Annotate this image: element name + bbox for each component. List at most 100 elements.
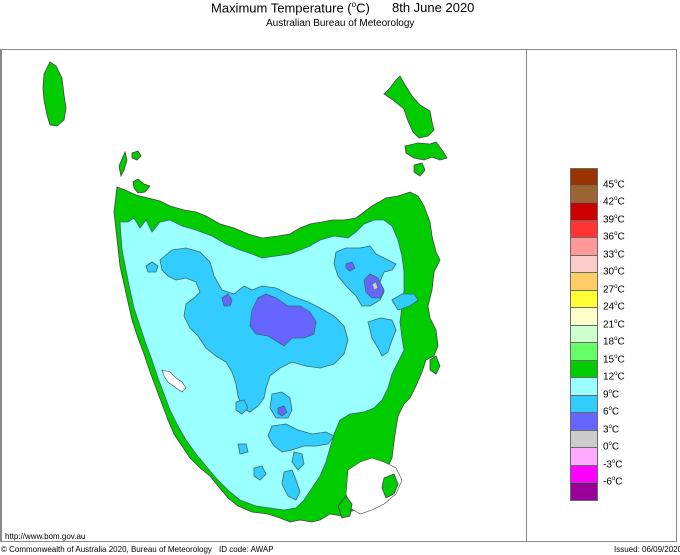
legend-value: 3	[603, 423, 609, 435]
legend-degree: o	[614, 213, 618, 220]
legend-degree: o	[611, 458, 616, 465]
title-main: Maximum Temperature (oC)	[211, 0, 370, 15]
legend-degree: o	[614, 248, 618, 255]
legend-label: 9oC	[603, 389, 619, 400]
legend-unit: C	[617, 371, 625, 383]
band-6-9-small-2	[253, 465, 267, 481]
title-degree: o	[351, 0, 357, 9]
legend-label: 36oC	[603, 231, 625, 242]
legend-swatch	[570, 255, 598, 273]
legend-unit: C	[617, 231, 625, 243]
source-url[interactable]: http://www.bom.gov.au	[5, 532, 86, 541]
legend-swatch	[570, 343, 598, 361]
title-prefix: Maximum Temperature (	[211, 0, 352, 16]
legend-divider	[526, 49, 527, 542]
band-6-9-southeast	[267, 423, 335, 453]
legend-unit: C	[617, 283, 625, 295]
legend-unit: C	[617, 318, 625, 330]
king-island	[42, 61, 67, 127]
band-6-9-small-4	[291, 451, 305, 471]
flinders-island	[383, 75, 435, 139]
legend-unit: C	[617, 178, 625, 190]
legend-swatch	[570, 448, 598, 466]
cape-barren-island	[404, 141, 448, 161]
legend-value: 45	[603, 178, 615, 190]
band-6-9-small-1	[235, 399, 249, 415]
legend-swatch	[570, 430, 598, 448]
legend-value: -6	[603, 476, 612, 488]
bruny-island	[337, 495, 353, 519]
legend-unit: C	[617, 336, 625, 348]
clarke-island	[413, 162, 426, 177]
legend-swatch	[570, 203, 598, 221]
chart-title: Maximum Temperature (oC) 8th June 2020	[0, 0, 680, 16]
legend-label: 24oC	[603, 301, 625, 312]
legend-value: 24	[603, 301, 615, 313]
band-6-9-ne-east	[391, 293, 419, 311]
legend-degree: o	[608, 388, 612, 395]
legend-label: 12oC	[603, 371, 625, 382]
legend-swatch	[570, 273, 598, 291]
legend-swatch	[570, 220, 598, 238]
legend-degree: o	[611, 476, 616, 482]
tasman-peninsula	[381, 473, 399, 499]
band-3-6-west	[221, 293, 233, 307]
legend-degree: o	[614, 336, 618, 342]
legend-degree: o	[614, 371, 618, 377]
band-3-6-south	[277, 405, 288, 417]
title-date: 8th June 2020	[392, 0, 475, 15]
subtitle: Australian Bureau of Meteorology	[266, 18, 415, 29]
band-3-6-central	[249, 293, 317, 347]
band-6-9-west-blob	[145, 261, 159, 273]
band-6-9-small-5	[237, 443, 249, 455]
legend-degree: o	[614, 231, 618, 237]
legend-value: 27	[603, 283, 615, 295]
band-0-3-ben-lomond	[371, 281, 379, 291]
legend-swatch	[570, 290, 598, 308]
legend-swatch	[570, 395, 598, 413]
legend-value: 21	[603, 318, 615, 330]
legend-unit: C	[611, 406, 620, 418]
legend-degree: o	[608, 441, 612, 447]
legend-unit: C	[611, 388, 620, 400]
legend-unit: C	[615, 458, 623, 470]
legend-swatch	[570, 483, 598, 501]
legend-label: 39oC	[603, 214, 625, 225]
legend-degree: o	[614, 196, 618, 202]
legend-degree: o	[614, 318, 618, 325]
robbins-island	[132, 178, 151, 194]
band-3-6-ne-small	[345, 261, 356, 272]
legend-degree: o	[614, 283, 618, 290]
legend-degree: o	[614, 353, 618, 360]
legend-value: -3	[603, 458, 612, 470]
legend-unit: C	[615, 476, 623, 488]
legend-label: 18oC	[603, 336, 625, 347]
legend-label: 21oC	[603, 319, 625, 330]
three-hummock-island	[131, 150, 142, 161]
map-frame	[0, 49, 677, 542]
legend-value: 0	[603, 441, 609, 453]
legend-swatch	[570, 465, 598, 483]
legend-label: 3oC	[603, 424, 619, 435]
legend-unit: C	[617, 196, 625, 208]
legend-label: 15oC	[603, 354, 625, 365]
legend-swatch	[570, 168, 598, 186]
hunter-island	[118, 150, 128, 178]
macquarie-harbour	[161, 369, 187, 393]
legend-degree: o	[608, 423, 612, 430]
legend-label: 0oC	[603, 441, 619, 452]
band-6-9-small-3	[281, 469, 301, 501]
legend-swatch	[570, 325, 598, 343]
id-code: ID code: AWAP	[219, 545, 274, 554]
legend-label: -3oC	[603, 459, 622, 470]
issued-date: Issued: 06/09/2020	[614, 545, 680, 554]
legend-value: 12	[603, 371, 615, 383]
legend-value: 39	[603, 213, 615, 225]
legend-value: 42	[603, 196, 615, 208]
legend-label: 30oC	[603, 266, 625, 277]
legend-degree: o	[614, 178, 618, 185]
legend-value: 33	[603, 248, 615, 260]
legend-label: -6oC	[603, 476, 622, 487]
legend-value: 30	[603, 266, 615, 278]
